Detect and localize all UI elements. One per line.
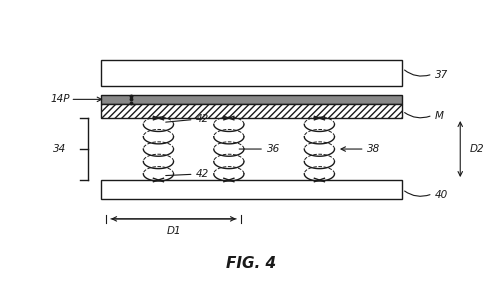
Text: M: M (435, 111, 444, 121)
Text: 38: 38 (367, 144, 380, 154)
Bar (101, 104, 402, 118)
Text: D2: D2 (469, 144, 484, 154)
Bar (101, 180, 402, 199)
Text: 42: 42 (196, 114, 209, 124)
Text: 34: 34 (53, 144, 66, 154)
Text: FIG. 4: FIG. 4 (226, 256, 277, 271)
Text: 37: 37 (435, 71, 448, 80)
Text: 40: 40 (435, 190, 448, 200)
Text: D1: D1 (166, 226, 181, 236)
Text: 36: 36 (267, 144, 280, 154)
Text: 14P: 14P (50, 94, 70, 104)
Bar (101, 60, 402, 86)
Bar (101, 95, 402, 104)
Text: 42: 42 (196, 169, 209, 179)
